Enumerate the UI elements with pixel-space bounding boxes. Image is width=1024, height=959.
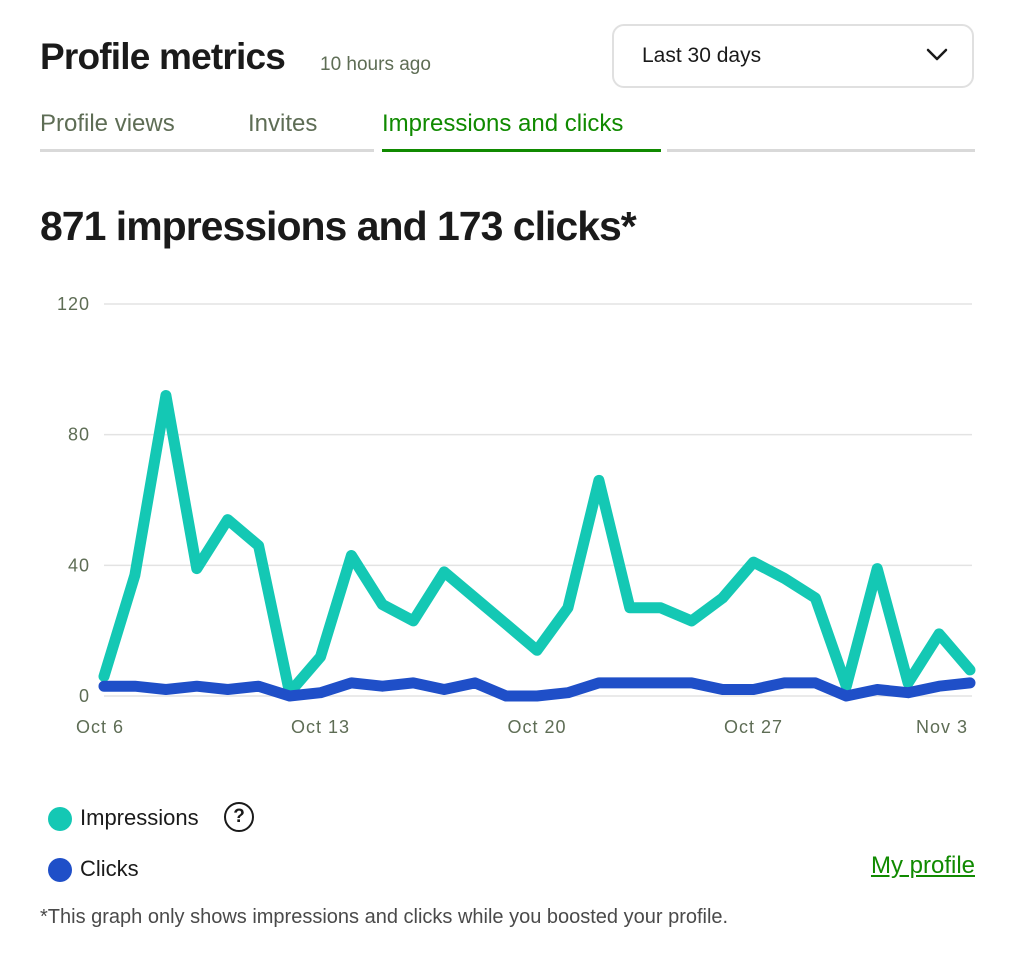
y-tick-label: 120 [57,294,90,314]
y-tick-label: 0 [79,686,90,706]
x-tick-label: Nov 3 [916,717,968,737]
page-title: Profile metrics [40,36,286,77]
tab-label: Invites [248,110,318,137]
legend-impressions-label: Impressions [80,805,199,830]
tab-bar-divider [667,149,975,152]
impressions-legend-dot [48,807,72,831]
date-range-value: Last 30 days [642,44,762,67]
chart-series [98,390,976,702]
y-axis-ticks: 0 40 80 120 [57,294,90,706]
chart-gridlines [104,303,972,697]
y-tick-label: 80 [68,425,90,445]
footnote: *This graph only shows impressions and c… [40,906,729,928]
x-tick-label: Oct 6 [76,717,124,737]
series-line-impressions [98,390,976,699]
last-updated-timestamp: 10 hours ago [320,54,431,75]
chevron-down-icon [926,48,948,61]
tab-profile-views[interactable]: Profile views [40,110,374,152]
y-tick-label: 40 [68,555,90,575]
question-circle-icon[interactable]: ? [224,802,254,832]
metrics-headline: 871 impressions and 173 clicks* [40,203,637,249]
clicks-legend-dot [48,858,72,882]
tab-label: Impressions and clicks [382,110,624,137]
x-tick-label: Oct 20 [507,717,566,737]
x-tick-label: Oct 13 [291,717,350,737]
metrics-tabs: Profile views Invites Impressions and cl… [40,110,975,152]
legend-clicks-label: Clicks [80,856,139,881]
tab-underline-active [382,149,661,152]
tab-label: Profile views [40,110,175,137]
x-axis-ticks: Oct 6 Oct 13 Oct 20 Oct 27 Nov 3 [76,717,968,737]
tab-underline [40,149,374,152]
tab-invites[interactable]: Invites [248,110,374,152]
impressions-clicks-chart: 0 40 80 120 Oct 6 Oct 13 Oct 20 Oct 27 Nov 3 [57,294,976,737]
x-tick-label: Oct 27 [724,717,783,737]
date-range-select[interactable]: Last 30 days [612,24,974,88]
tab-impressions-and-clicks[interactable]: Impressions and clicks [382,110,661,152]
header: Profile metrics 10 hours ago Last 30 day… [40,24,975,90]
my-profile-link[interactable]: My profile [870,852,975,879]
series-line-clicks [98,677,976,702]
